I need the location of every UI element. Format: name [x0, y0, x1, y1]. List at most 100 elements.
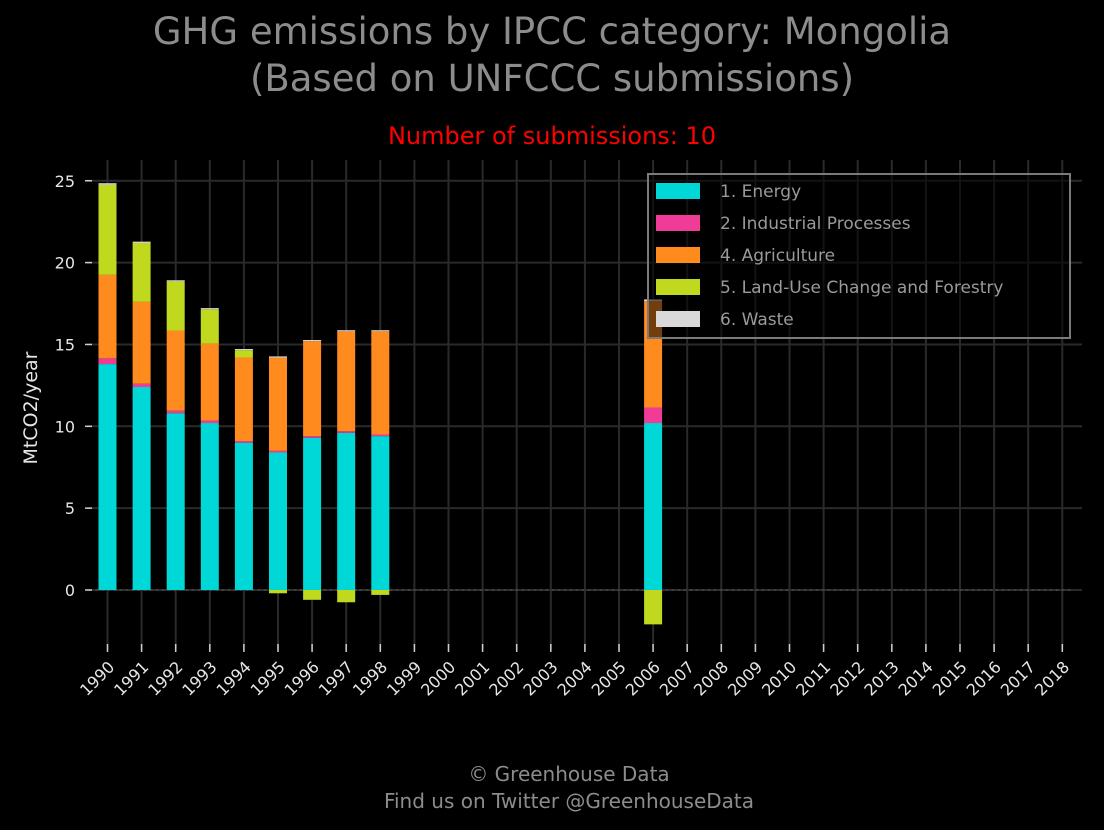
x-tick-label: 2012: [826, 657, 868, 699]
legend-swatch: [656, 311, 700, 327]
bar-segment: [269, 450, 287, 453]
x-tick-label: 2010: [758, 657, 800, 699]
bar-segment: [303, 590, 322, 600]
x-tick-label: 2018: [1031, 657, 1073, 699]
bar-segment: [337, 331, 356, 432]
x-tick-label: 2001: [451, 657, 493, 699]
bar-segment: [200, 343, 219, 421]
bar-segment: [371, 330, 390, 332]
bar-segment: [371, 436, 390, 590]
legend-label: 5. Land-Use Change and Forestry: [720, 278, 1003, 298]
x-tick-label: 1991: [110, 657, 152, 699]
bar-segment: [269, 590, 287, 594]
x-tick-label: 2017: [997, 657, 1039, 699]
submission-count: Number of submissions: 10: [387, 122, 717, 150]
bar-segment: [644, 407, 663, 424]
x-tick-label: 2005: [588, 657, 630, 699]
bar-segment: [200, 309, 219, 344]
bar-segment: [303, 436, 322, 438]
y-tick-label: 0: [65, 581, 75, 600]
footer-twitter: Find us on Twitter @GreenhouseData: [383, 789, 755, 813]
bar-segment: [371, 331, 390, 435]
bar-segment: [166, 413, 185, 590]
x-tick-label: 1999: [383, 657, 425, 699]
bar-segment: [644, 423, 663, 590]
x-tick-label: 1996: [281, 657, 323, 699]
bar-segment: [269, 357, 287, 451]
x-tick-label: 1994: [213, 657, 255, 699]
x-tick-label: 2009: [724, 657, 766, 699]
footer-copyright: © Greenhouse Data: [468, 762, 670, 786]
x-tick-label: 2006: [622, 657, 664, 699]
x-tick-label: 2014: [895, 657, 937, 699]
x-axis-ticks: 1990199119921993199419951996199719981999…: [76, 644, 1073, 700]
bar-segment: [132, 241, 151, 243]
legend-swatch: [656, 183, 700, 199]
bar-segment: [337, 590, 356, 603]
bar-segment: [98, 184, 117, 275]
chart-title-line1: GHG emissions by IPCC category: Mongolia: [152, 10, 952, 53]
bar-segment: [200, 423, 219, 590]
y-axis-ticks: 0 5 10 15 20 25: [55, 172, 92, 600]
legend-label: 4. Agriculture: [720, 246, 835, 266]
bar-segment: [166, 280, 185, 282]
bar-segment: [337, 330, 356, 332]
legend-label: 2. Industrial Processes: [720, 214, 911, 234]
x-tick-label: 2000: [417, 657, 459, 699]
legend-box: [647, 173, 1071, 339]
bar-segment: [200, 420, 219, 424]
x-tick-label: 2007: [656, 657, 698, 699]
bar-segment: [166, 410, 185, 414]
bar-segment: [303, 340, 322, 342]
legend-swatch: [656, 215, 700, 231]
bar-segment: [234, 442, 253, 590]
x-tick-label: 1993: [178, 657, 220, 699]
bar-segment: [269, 356, 287, 358]
x-tick-label: 2015: [929, 657, 971, 699]
bar-segment: [98, 183, 117, 185]
legend: 1. Energy 2. Industrial Processes 4. Agric…: [647, 173, 1071, 339]
legend-label: 6. Waste: [720, 310, 794, 330]
bar-segment: [269, 452, 287, 590]
x-tick-label: 2011: [792, 657, 834, 699]
y-tick-label: 25: [55, 172, 75, 191]
x-tick-label: 1998: [349, 657, 391, 699]
bar-segment: [132, 383, 151, 388]
bar-segment: [132, 387, 151, 590]
x-tick-label: 1990: [76, 657, 118, 699]
x-tick-label: 2004: [554, 657, 596, 699]
bar-segment: [371, 590, 390, 595]
bar-segment: [644, 590, 663, 625]
bar-stacks: [98, 183, 663, 625]
x-tick-label: 2016: [963, 657, 1005, 699]
chart-title-line2: (Based on UNFCCC submissions): [249, 57, 855, 100]
x-tick-label: 2002: [485, 657, 527, 699]
x-tick-label: 1997: [315, 657, 357, 699]
bar-segment: [98, 364, 117, 590]
bar-segment: [98, 358, 117, 365]
bar-segment: [98, 274, 117, 359]
bar-segment: [234, 357, 253, 442]
y-tick-label: 15: [55, 335, 75, 354]
y-tick-label: 10: [55, 417, 75, 436]
legend-label: 1. Energy: [720, 182, 801, 202]
bar-segment: [337, 432, 356, 590]
x-tick-label: 2013: [860, 657, 902, 699]
bar-segment: [234, 350, 253, 358]
y-tick-label: 5: [65, 499, 75, 518]
bar-segment: [303, 341, 322, 437]
bar-segment: [303, 437, 322, 590]
x-tick-label: 2008: [690, 657, 732, 699]
x-tick-label: 1992: [144, 657, 186, 699]
bar-segment: [166, 281, 185, 331]
y-tick-label: 20: [55, 254, 75, 273]
x-tick-label: 2003: [519, 657, 561, 699]
legend-swatch: [656, 279, 700, 295]
y-axis-label: MtCO2/year: [20, 351, 42, 464]
bar-segment: [234, 441, 253, 443]
bar-segment: [371, 434, 390, 437]
bar-segment: [132, 301, 151, 384]
legend-swatch: [656, 247, 700, 263]
x-tick-label: 1995: [247, 657, 289, 699]
